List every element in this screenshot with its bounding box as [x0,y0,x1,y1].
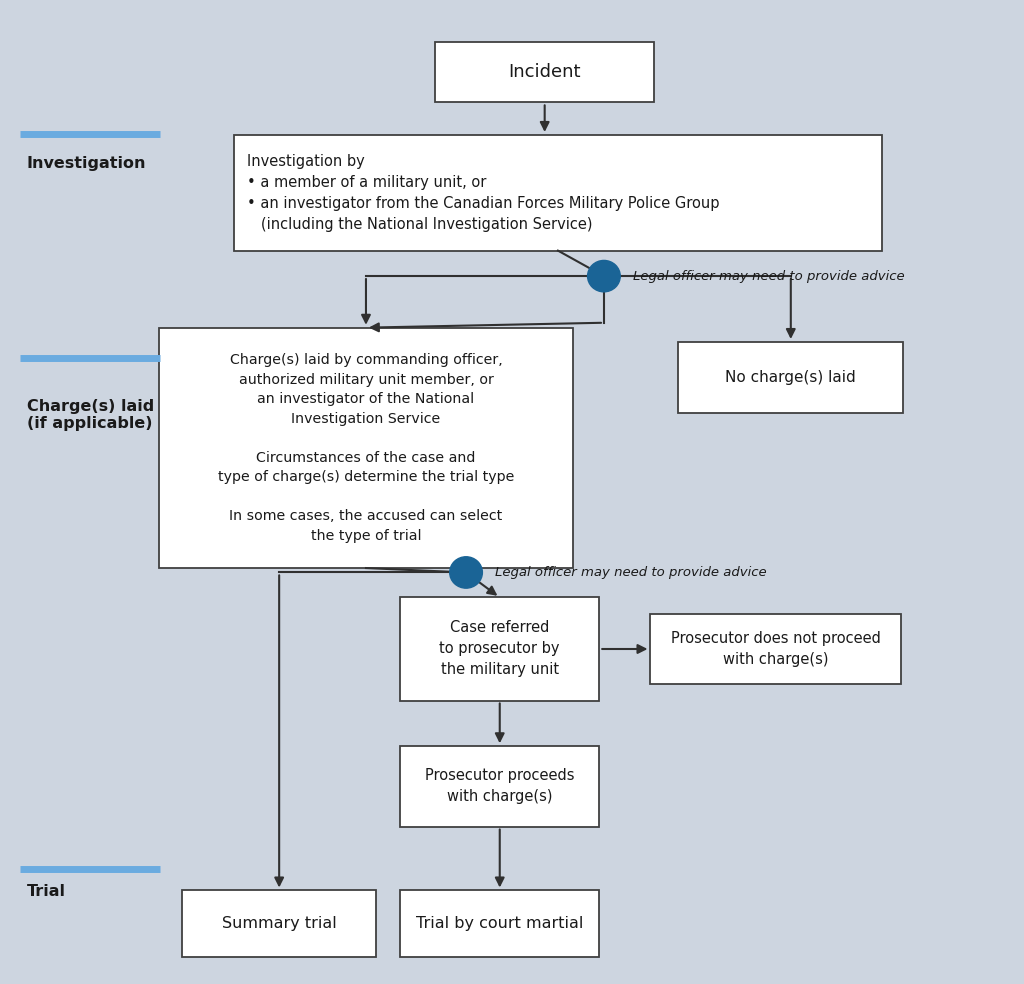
FancyBboxPatch shape [400,891,599,957]
Text: Incident: Incident [509,63,581,81]
Text: Legal officer may need to provide advice: Legal officer may need to provide advice [495,566,766,579]
Text: Investigation by
• a member of a military unit, or
• an investigator from the Ca: Investigation by • a member of a militar… [247,154,720,231]
Text: Legal officer may need to provide advice: Legal officer may need to provide advice [633,270,904,282]
FancyBboxPatch shape [400,746,599,827]
Text: Trial: Trial [27,885,66,899]
FancyBboxPatch shape [233,135,883,251]
Circle shape [450,557,482,588]
FancyBboxPatch shape [679,341,903,412]
Text: Charge(s) laid
(if applicable): Charge(s) laid (if applicable) [27,399,155,431]
Text: Summary trial: Summary trial [222,916,337,931]
Text: Trial by court martial: Trial by court martial [416,916,584,931]
Text: No charge(s) laid: No charge(s) laid [725,370,856,385]
FancyBboxPatch shape [435,41,654,102]
Text: Prosecutor does not proceed
with charge(s): Prosecutor does not proceed with charge(… [671,631,881,667]
FancyBboxPatch shape [182,891,376,957]
FancyBboxPatch shape [650,614,900,684]
FancyBboxPatch shape [159,328,572,568]
Text: Prosecutor proceeds
with charge(s): Prosecutor proceeds with charge(s) [425,769,574,804]
FancyBboxPatch shape [400,597,599,701]
Text: Charge(s) laid by commanding officer,
authorized military unit member, or
an inv: Charge(s) laid by commanding officer, au… [218,353,514,542]
Text: Case referred
to prosecutor by
the military unit: Case referred to prosecutor by the milit… [439,621,560,678]
Text: Investigation: Investigation [27,156,146,171]
Circle shape [588,261,621,292]
